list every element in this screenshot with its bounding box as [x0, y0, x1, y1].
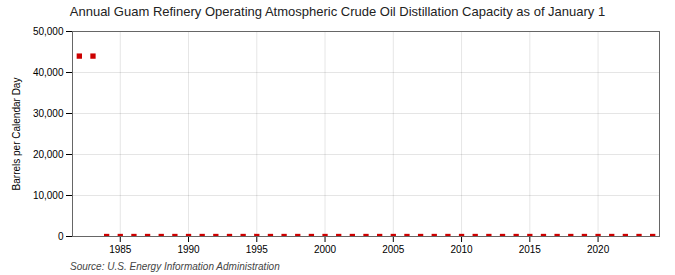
svg-text:2005: 2005 [382, 244, 405, 255]
svg-text:1995: 1995 [246, 244, 269, 255]
svg-text:2010: 2010 [450, 244, 473, 255]
svg-text:2015: 2015 [519, 244, 542, 255]
svg-text:2000: 2000 [314, 244, 337, 255]
html-text:Source: U.S. Energy Informatio: Source: U.S. Energy Information Administ… [70, 261, 280, 272]
svg-text:10,000: 10,000 [33, 190, 64, 201]
svg-text:2020: 2020 [587, 244, 610, 255]
svg-text:30,000: 30,000 [33, 108, 64, 119]
svg-text:40,000: 40,000 [33, 67, 64, 78]
svg-text:0: 0 [58, 231, 64, 242]
svg-text:1990: 1990 [177, 244, 200, 255]
svg-text:Barrels per Calendar Day: Barrels per Calendar Day [11, 78, 22, 191]
svg-text:1985: 1985 [109, 244, 132, 255]
svg-text:20,000: 20,000 [33, 149, 64, 160]
html-text:Annual Guam Refinery Operating: Annual Guam Refinery Operating Atmospher… [69, 4, 606, 19]
svg-text:50,000: 50,000 [33, 26, 64, 37]
